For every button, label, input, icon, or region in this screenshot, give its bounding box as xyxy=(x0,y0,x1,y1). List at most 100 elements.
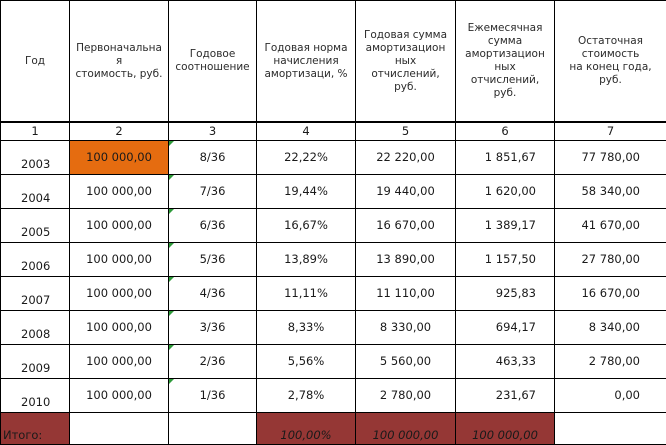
ratio-cell[interactable]: 4/36 xyxy=(169,277,257,311)
ratio-cell[interactable]: 1/36 xyxy=(169,379,257,413)
ratio-value: 5/36 xyxy=(200,252,226,266)
table-row: 2003 100 000,00 8/36 22,22% 22 220,00 1 … xyxy=(1,141,666,175)
year-cell[interactable]: 2009 xyxy=(1,345,70,379)
initial-cost-cell[interactable]: 100 000,00 xyxy=(70,243,169,277)
residual-cell[interactable]: 0,00 xyxy=(555,379,666,413)
column-number[interactable]: 4 xyxy=(257,122,356,141)
header-annual-sum[interactable]: Годовая сумма амортизацион ных отчислени… xyxy=(356,1,456,123)
totals-monthly-sum[interactable]: 100 000,00 xyxy=(456,413,555,445)
header-year[interactable]: Год xyxy=(1,1,70,123)
monthly-sum-cell[interactable]: 925,83 xyxy=(456,277,555,311)
annual-sum-cell[interactable]: 16 670,00 xyxy=(356,209,456,243)
rate-cell[interactable]: 13,89% xyxy=(257,243,356,277)
ratio-value: 6/36 xyxy=(200,218,226,232)
monthly-sum-cell[interactable]: 231,67 xyxy=(456,379,555,413)
annual-sum-cell[interactable]: 8 330,00 xyxy=(356,311,456,345)
annual-sum-cell[interactable]: 22 220,00 xyxy=(356,141,456,175)
totals-label[interactable]: Итого: xyxy=(1,413,70,445)
header-residual[interactable]: Остаточная стоимость на конец года, руб. xyxy=(555,1,666,123)
totals-row: Итого: 100,00% 100 000,00 100 000,00 xyxy=(1,413,666,445)
table-row: 2008 100 000,00 3/36 8,33% 8 330,00 694,… xyxy=(1,311,666,345)
ratio-value: 3/36 xyxy=(200,320,226,334)
residual-cell[interactable]: 58 340,00 xyxy=(555,175,666,209)
header-initial-cost[interactable]: Первоначальна я стоимость, руб. xyxy=(70,1,169,123)
annual-sum-cell[interactable]: 11 110,00 xyxy=(356,277,456,311)
initial-cost-cell[interactable]: 100 000,00 xyxy=(70,311,169,345)
header-row: Год Первоначальна я стоимость, руб. Годо… xyxy=(1,1,666,123)
error-indicator-icon xyxy=(169,311,174,316)
monthly-sum-cell[interactable]: 1 389,17 xyxy=(456,209,555,243)
ratio-cell[interactable]: 6/36 xyxy=(169,209,257,243)
ratio-cell[interactable]: 5/36 xyxy=(169,243,257,277)
residual-cell[interactable]: 27 780,00 xyxy=(555,243,666,277)
column-number[interactable]: 5 xyxy=(356,122,456,141)
column-number[interactable]: 7 xyxy=(555,122,666,141)
header-monthly-sum[interactable]: Ежемесячная сумма амортизацион ных отчис… xyxy=(456,1,555,123)
initial-cost-cell[interactable]: 100 000,00 xyxy=(70,209,169,243)
annual-sum-cell[interactable]: 19 440,00 xyxy=(356,175,456,209)
column-number[interactable]: 6 xyxy=(456,122,555,141)
totals-empty-cell[interactable] xyxy=(555,413,666,445)
year-cell[interactable]: 2006 xyxy=(1,243,70,277)
totals-empty-cell[interactable] xyxy=(169,413,257,445)
header-annual-ratio[interactable]: Годовое соотношение xyxy=(169,1,257,123)
totals-annual-sum[interactable]: 100 000,00 xyxy=(356,413,456,445)
ratio-value: 4/36 xyxy=(200,286,226,300)
residual-cell[interactable]: 77 780,00 xyxy=(555,141,666,175)
totals-rate[interactable]: 100,00% xyxy=(257,413,356,445)
rate-cell[interactable]: 5,56% xyxy=(257,345,356,379)
column-number[interactable]: 1 xyxy=(1,122,70,141)
year-cell[interactable]: 2004 xyxy=(1,175,70,209)
year-cell[interactable]: 2007 xyxy=(1,277,70,311)
column-number[interactable]: 3 xyxy=(169,122,257,141)
year-cell[interactable]: 2008 xyxy=(1,311,70,345)
table-row: 2006 100 000,00 5/36 13,89% 13 890,00 1 … xyxy=(1,243,666,277)
initial-cost-cell[interactable]: 100 000,00 xyxy=(70,379,169,413)
error-indicator-icon xyxy=(169,379,174,384)
initial-cost-cell[interactable]: 100 000,00 xyxy=(70,277,169,311)
error-indicator-icon xyxy=(169,141,174,146)
table-row: 2009 100 000,00 2/36 5,56% 5 560,00 463,… xyxy=(1,345,666,379)
ratio-cell[interactable]: 3/36 xyxy=(169,311,257,345)
year-cell[interactable]: 2003 xyxy=(1,141,70,175)
residual-cell[interactable]: 8 340,00 xyxy=(555,311,666,345)
ratio-value: 8/36 xyxy=(200,150,226,164)
annual-sum-cell[interactable]: 2 780,00 xyxy=(356,379,456,413)
residual-cell[interactable]: 41 670,00 xyxy=(555,209,666,243)
error-indicator-icon xyxy=(169,243,174,248)
rate-cell[interactable]: 22,22% xyxy=(257,141,356,175)
annual-sum-cell[interactable]: 13 890,00 xyxy=(356,243,456,277)
ratio-cell[interactable]: 2/36 xyxy=(169,345,257,379)
error-indicator-icon xyxy=(169,209,174,214)
initial-cost-cell[interactable]: 100 000,00 xyxy=(70,175,169,209)
ratio-cell[interactable]: 7/36 xyxy=(169,175,257,209)
monthly-sum-cell[interactable]: 463,33 xyxy=(456,345,555,379)
monthly-sum-cell[interactable]: 1 620,00 xyxy=(456,175,555,209)
monthly-sum-cell[interactable]: 694,17 xyxy=(456,311,555,345)
monthly-sum-cell[interactable]: 1 157,50 xyxy=(456,243,555,277)
table-row: 2007 100 000,00 4/36 11,11% 11 110,00 92… xyxy=(1,277,666,311)
table-row: 2005 100 000,00 6/36 16,67% 16 670,00 1 … xyxy=(1,209,666,243)
rate-cell[interactable]: 16,67% xyxy=(257,209,356,243)
year-cell[interactable]: 2005 xyxy=(1,209,70,243)
totals-empty-cell[interactable] xyxy=(70,413,169,445)
ratio-value: 7/36 xyxy=(200,184,226,198)
residual-cell[interactable]: 16 670,00 xyxy=(555,277,666,311)
year-cell[interactable]: 2010 xyxy=(1,379,70,413)
ratio-cell[interactable]: 8/36 xyxy=(169,141,257,175)
monthly-sum-cell[interactable]: 1 851,67 xyxy=(456,141,555,175)
annual-sum-cell[interactable]: 5 560,00 xyxy=(356,345,456,379)
initial-cost-cell-selected[interactable]: 100 000,00 xyxy=(70,141,169,175)
column-number[interactable]: 2 xyxy=(70,122,169,141)
table-row: 2010 100 000,00 1/36 2,78% 2 780,00 231,… xyxy=(1,379,666,413)
rate-cell[interactable]: 11,11% xyxy=(257,277,356,311)
rate-cell[interactable]: 2,78% xyxy=(257,379,356,413)
header-rate[interactable]: Годовая норма начисления амортизаци, % xyxy=(257,1,356,123)
initial-cost-cell[interactable]: 100 000,00 xyxy=(70,345,169,379)
error-indicator-icon xyxy=(169,345,174,350)
rate-cell[interactable]: 19,44% xyxy=(257,175,356,209)
rate-cell[interactable]: 8,33% xyxy=(257,311,356,345)
ratio-value: 2/36 xyxy=(200,354,226,368)
residual-cell[interactable]: 2 780,00 xyxy=(555,345,666,379)
